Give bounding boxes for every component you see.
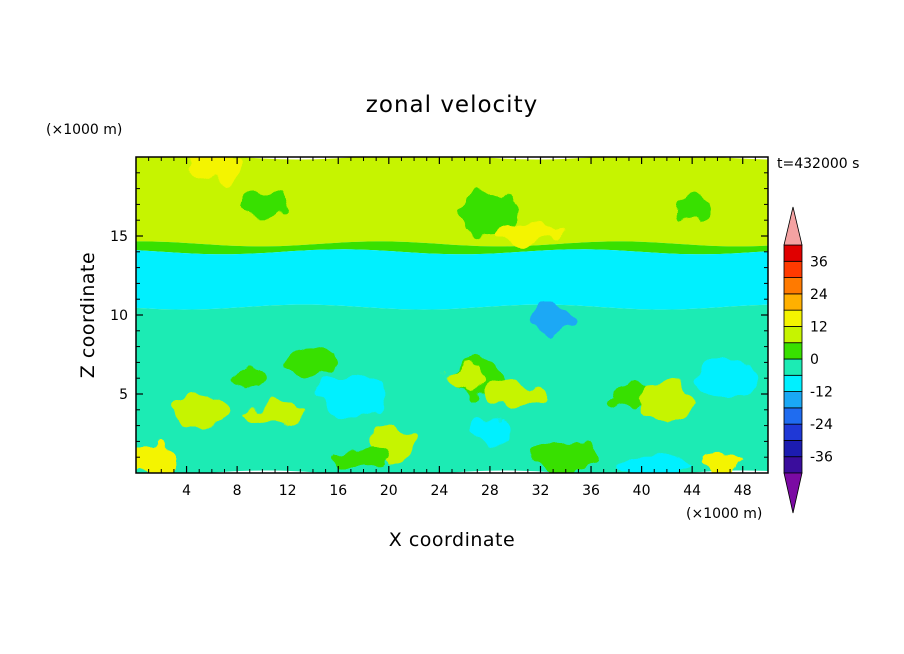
x-tick-label: 36 <box>582 483 600 499</box>
contour-patch <box>695 451 740 470</box>
contour-patch <box>287 348 338 377</box>
contour-patch <box>458 192 521 233</box>
colorbar-bin <box>783 260 803 278</box>
x-axis-title: X coordinate <box>389 529 515 551</box>
colorbar-bin <box>783 342 803 360</box>
contour-patch <box>242 402 309 423</box>
x-tick-label: 8 <box>233 483 242 499</box>
x-tick-label: 40 <box>633 483 651 499</box>
contour-patch <box>617 456 692 473</box>
colorbar-tick-label: 12 <box>810 319 828 335</box>
colorbar-tick-label: -24 <box>810 417 833 433</box>
colorbar-bin <box>783 326 803 344</box>
colorbar-bin <box>783 456 803 474</box>
colorbar: 36 24 12 0 -12 -24 -36 <box>783 206 833 514</box>
x-unit-label: (×1000 m) <box>686 506 762 522</box>
contour-patch <box>534 302 573 335</box>
colorbar-bin <box>783 423 803 441</box>
time-label: t=432000 s <box>777 156 859 172</box>
colorbar-bin <box>783 293 803 311</box>
contour-patch <box>314 375 387 413</box>
contour-field <box>136 157 768 473</box>
contour-layer <box>136 157 768 247</box>
colorbar-bin <box>783 309 803 327</box>
x-tick-label: 32 <box>532 483 550 499</box>
contour-patch <box>231 369 268 388</box>
contour-patch <box>186 157 237 182</box>
colorbar-bin <box>783 374 803 392</box>
x-axis-ticks: 4 8 12 16 20 24 28 32 36 40 44 48 <box>148 157 756 499</box>
colorbar-extend-min <box>783 472 803 514</box>
contour-patch <box>481 381 550 407</box>
x-tick-label: 28 <box>481 483 499 499</box>
contour-patch <box>674 194 711 221</box>
x-tick-label: 20 <box>380 483 398 499</box>
colorbar-bin <box>783 407 803 425</box>
x-tick-label: 48 <box>734 483 752 499</box>
contour-layer <box>136 249 768 310</box>
x-tick-label: 12 <box>279 483 297 499</box>
colorbar-tick-label: -36 <box>810 450 833 466</box>
y-unit-label: (×1000 m) <box>46 122 122 138</box>
contour-patch <box>700 361 761 396</box>
contour-patch <box>609 382 648 406</box>
colorbar-bin <box>783 440 803 458</box>
colorbar-tick-label: 36 <box>810 254 828 270</box>
contour-patches <box>136 157 761 473</box>
contour-patch <box>173 392 226 427</box>
contour-patch <box>495 221 560 244</box>
colorbar-bin <box>783 244 803 262</box>
y-tick-label: 10 <box>110 308 128 324</box>
contour-layer <box>136 241 768 255</box>
y-tick-label: 5 <box>119 387 128 403</box>
colorbar-bin <box>783 358 803 376</box>
contour-layers <box>136 157 768 473</box>
contour-patch <box>530 441 601 473</box>
y-axis-title: Z coordinate <box>77 252 99 378</box>
x-tick-label: 44 <box>683 483 701 499</box>
contour-patch <box>466 421 513 446</box>
x-tick-label: 16 <box>329 483 347 499</box>
contour-patch <box>238 189 287 220</box>
colorbar-tick-label: 24 <box>810 287 828 303</box>
y-axis-ticks: 5 10 15 <box>110 172 768 458</box>
contour-patch <box>335 446 392 469</box>
colorbar-bin <box>783 391 803 409</box>
contour-patch <box>136 446 178 473</box>
colorbar-bin <box>783 277 803 295</box>
chart-title: zonal velocity <box>366 92 538 118</box>
contour-patch <box>639 381 694 422</box>
y-tick-label: 15 <box>110 229 128 245</box>
colorbar-tick-label: 0 <box>810 352 819 368</box>
colorbar-tick-label: -12 <box>810 385 833 401</box>
contour-patch <box>444 363 485 394</box>
x-tick-label: 4 <box>182 483 191 499</box>
x-tick-label: 24 <box>430 483 448 499</box>
colorbar-extend-max <box>783 206 803 246</box>
